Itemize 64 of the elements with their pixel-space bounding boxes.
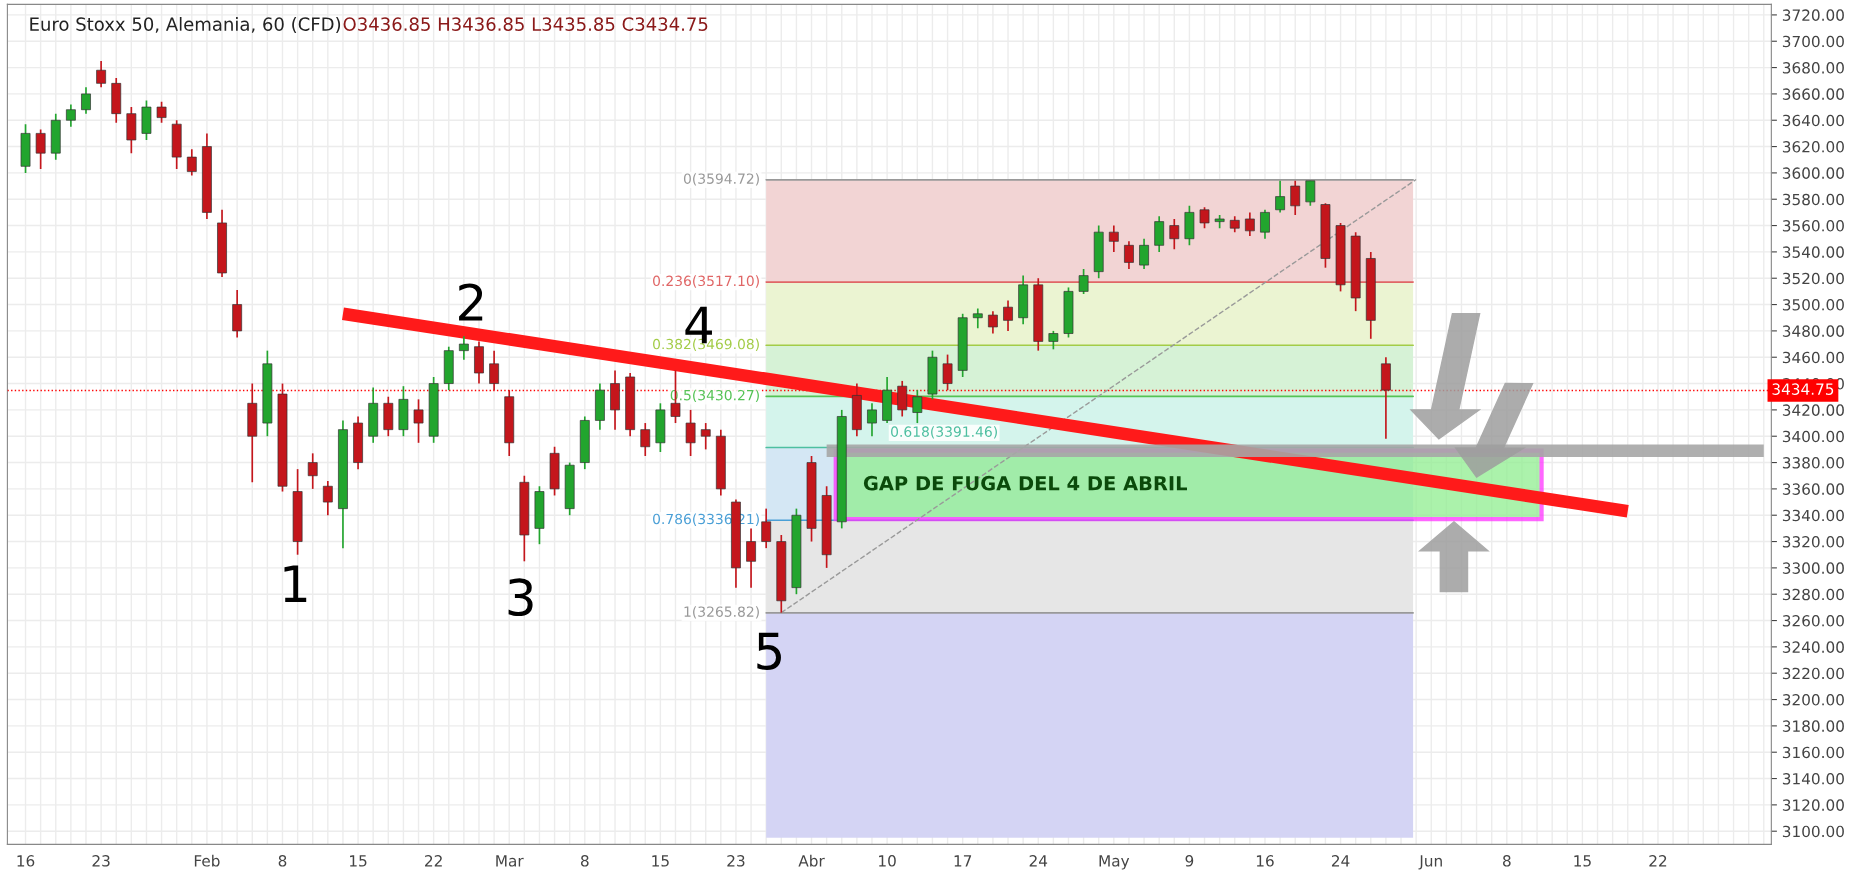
annotation: 2 (459, 283, 483, 321)
y-tick-label: 3560.00 (1782, 220, 1844, 232)
y-tick-label: 3640.00 (1782, 114, 1844, 127)
annotation: 5 (757, 632, 781, 670)
x-tick-label: Jun (1418, 855, 1442, 870)
x-tick-label: 23 (727, 855, 745, 867)
y-tick-label: 3280.00 (1782, 588, 1844, 601)
x-tick-label: 24 (1331, 855, 1350, 867)
x-tick-label: 10 (879, 855, 896, 867)
x-tick-label: Mar (496, 855, 524, 867)
x-tick-label: 9 (1185, 855, 1194, 867)
x-tick-label: 15 (1574, 855, 1591, 867)
band-label: GAP DE FUGA DEL 4 DE ABRIL (863, 475, 1187, 491)
y-tick-label: 3240.00 (1782, 641, 1844, 653)
y-tick-label: 3160.00 (1782, 746, 1844, 759)
y-tick-label: 3480.00 (1782, 325, 1844, 337)
x-tick-label: 24 (1029, 855, 1048, 867)
y-tick-label: 3660.00 (1782, 88, 1844, 100)
x-tick-label: 8 (1503, 855, 1511, 867)
text: Euro Stoxx 50, Alemania, 60 (CFD) (30, 16, 341, 34)
y-tick-label: 3700.00 (1782, 35, 1844, 48)
y-tick-label: 3300.00 (1782, 562, 1844, 574)
y-tick-label: 3260.00 (1782, 615, 1844, 627)
y-tick-label: 3540.00 (1782, 246, 1844, 258)
x-tick-label: 8 (580, 855, 589, 867)
x-tick-label: 23 (92, 855, 110, 867)
x-tick-label: Abr (798, 854, 825, 867)
y-tick-label: 3120.00 (1782, 799, 1844, 811)
y-tick-label: 3360.00 (1782, 483, 1844, 495)
x-tick-label: May (1099, 855, 1130, 870)
x-tick-label: 22 (1649, 855, 1667, 867)
y-tick-label: 3620.00 (1782, 141, 1844, 153)
y-tick-label: 3200.00 (1782, 694, 1844, 706)
annotation: 3 (508, 578, 533, 617)
x-tick-label: 15 (652, 855, 669, 867)
x-tick-label: 8 (278, 855, 287, 867)
x-tick-label: 16 (1256, 855, 1274, 867)
y-tick-label: 3100.00 (1782, 825, 1844, 838)
y-tick-label: 3140.00 (1782, 773, 1844, 785)
text: O3436.85 H3436.85 L3435.85 C3434.75 (343, 17, 708, 31)
y-tick-label: 3500.00 (1782, 299, 1844, 311)
ref-line-label: 0(3594.72) (683, 173, 759, 186)
x-tick-label: 17 (954, 855, 972, 867)
x-tick-label: 22 (425, 855, 442, 867)
y-tick-label: 3520.00 (1782, 272, 1844, 285)
y-tick-label: 3680.00 (1782, 62, 1844, 74)
ref-line-label: 1(3265.82) (684, 606, 759, 619)
y-tick-label: 3400.00 (1782, 430, 1844, 443)
y-tick-label: 3340.00 (1782, 509, 1844, 522)
y-tick-label: 3460.00 (1782, 351, 1844, 364)
y-tick-label: 3380.00 (1782, 457, 1844, 469)
y-tick-label: 3720.00 (1782, 9, 1844, 21)
y-tick-label: 3600.00 (1782, 167, 1844, 179)
y-tick-label: 3180.00 (1782, 720, 1844, 732)
y-tick-label: 3580.00 (1782, 193, 1844, 206)
y-tick-label: 3320.00 (1782, 536, 1844, 548)
x-tick-label: Feb (194, 854, 220, 867)
y-tick-label: 3220.00 (1782, 667, 1844, 680)
ref-line-label: 0.618(3391.46) (891, 426, 997, 439)
x-tick-label: 15 (350, 855, 367, 867)
x-tick-label: 16 (17, 855, 35, 867)
annotation: 1 (284, 565, 307, 602)
ref-line-label: 0.236(3517.10) (653, 275, 759, 288)
y-tick-label: 3420.00 (1782, 404, 1844, 416)
